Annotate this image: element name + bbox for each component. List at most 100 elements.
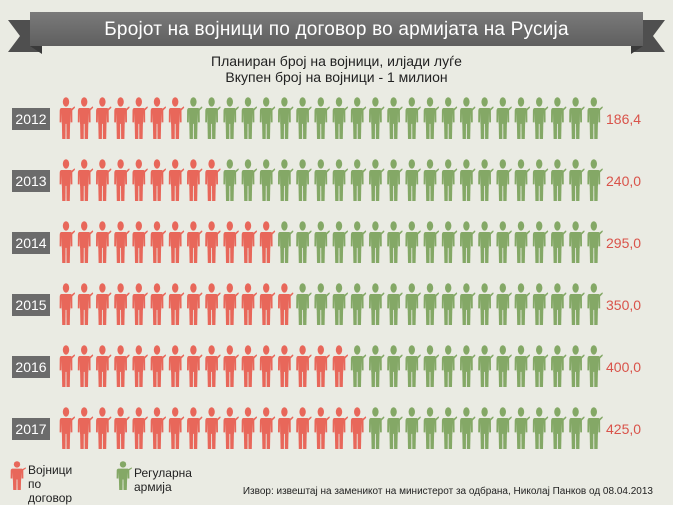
contract-soldier-icon [77, 407, 94, 450]
regular-soldier-icon [478, 221, 494, 264]
regular-soldier-icon [514, 407, 530, 450]
regular-soldier-icon [496, 345, 512, 388]
year-box-2016 [12, 356, 50, 378]
contract-soldier-icon [168, 97, 185, 140]
legend: Војници по договор Регуларна армија [0, 455, 673, 505]
contract-soldier-icon [223, 345, 239, 388]
regular-soldier-icon [296, 283, 312, 326]
contract-soldier-icon [132, 407, 148, 450]
regular-soldier-icon [278, 97, 294, 140]
contract-soldier-icon [205, 283, 221, 326]
regular-soldier-icon [423, 283, 439, 326]
regular-soldier-icon [387, 283, 403, 326]
year-box-2017 [12, 418, 50, 440]
regular-soldier-icon [496, 97, 512, 140]
year-label-2012: 2012 [15, 111, 46, 127]
regular-soldier-icon [223, 159, 239, 202]
regular-soldier-icon [387, 159, 403, 202]
regular-soldier-icon [460, 221, 476, 264]
regular-soldier-icon [478, 97, 494, 140]
regular-soldier-icon [569, 407, 585, 450]
contract-soldier-icon [96, 345, 112, 388]
regular-soldier-icon [460, 283, 476, 326]
chart-subtitle: Планиран број на војници, илјади луѓе Вк… [150, 53, 523, 85]
year-box-2012 [12, 108, 50, 130]
regular-soldier-icon [460, 159, 476, 202]
year-label-2015: 2015 [15, 297, 46, 313]
regular-soldier-icon [369, 345, 385, 388]
contract-soldier-icon [114, 97, 130, 140]
regular-soldier-icon [369, 159, 385, 202]
regular-soldier-icon [278, 221, 294, 264]
contract-soldier-icon [114, 159, 130, 202]
regular-soldier-icon [241, 159, 257, 202]
regular-soldier-icon [259, 97, 276, 140]
contract-soldier-icon [114, 345, 130, 388]
contract-soldier-icon [114, 221, 130, 264]
regular-soldier-icon [532, 283, 549, 326]
regular-soldier-icon [369, 407, 385, 450]
value-label-2015: 350,0 [606, 297, 641, 313]
regular-soldier-icon [387, 407, 403, 450]
regular-soldier-icon [405, 159, 421, 202]
regular-soldier-icon [551, 345, 567, 388]
year-label-2013: 2013 [15, 173, 46, 189]
contract-soldier-icon [187, 283, 203, 326]
year-box-2015 [12, 294, 50, 316]
regular-soldier-icon [187, 97, 203, 140]
contract-soldier-icon [278, 407, 294, 450]
page-title: Бројот на војници по договор во армијата… [104, 19, 569, 40]
contract-soldier-icon [187, 407, 203, 450]
regular-soldier-icon [496, 221, 512, 264]
contract-soldier-icon [296, 345, 312, 388]
contract-soldier-icon [296, 407, 312, 450]
contract-soldier-icon [278, 283, 294, 326]
contract-soldier-icon [223, 221, 239, 264]
regular-soldier-icon [405, 283, 421, 326]
contract-soldier-icon [223, 407, 239, 450]
regular-soldier-icon [423, 221, 439, 264]
contract-soldier-icon [132, 283, 148, 326]
contract-soldier-icon [314, 345, 330, 388]
regular-soldier-icon [551, 159, 567, 202]
regular-soldier-icon [296, 159, 312, 202]
regular-soldier-icon [387, 97, 403, 140]
regular-soldier-icon [478, 159, 494, 202]
contract-soldier-icon [96, 407, 112, 450]
contract-soldier-icon [168, 345, 185, 388]
contract-soldier-icon [205, 407, 221, 450]
regular-soldier-icon [551, 283, 567, 326]
contract-soldier-icon [259, 221, 276, 264]
regular-soldier-icon [350, 97, 367, 140]
contract-soldier-icon [278, 345, 294, 388]
contract-soldier-icon [332, 407, 348, 450]
contract-soldier-icon [96, 221, 112, 264]
regular-soldier-icon [205, 97, 221, 140]
regular-soldier-icon [551, 221, 567, 264]
regular-soldier-icon [314, 221, 330, 264]
regular-soldier-icon [223, 97, 239, 140]
banner-left-fold [30, 46, 42, 54]
contract-soldier-icon [205, 221, 221, 264]
contract-soldier-icon [150, 221, 166, 264]
regular-soldier-icon [387, 345, 403, 388]
regular-soldier-icon [551, 407, 567, 450]
contract-soldier-icon [168, 159, 185, 202]
contract-soldier-icon [259, 345, 276, 388]
contract-soldier-icon [223, 283, 239, 326]
regular-soldier-icon [551, 97, 567, 140]
contract-soldier-icon [132, 345, 148, 388]
contract-soldier-icon [59, 345, 75, 388]
contract-soldier-icon [205, 159, 221, 202]
legend-contract-icon [10, 461, 26, 490]
regular-soldier-icon [441, 345, 458, 388]
contract-soldier-icon [132, 221, 148, 264]
regular-soldier-icon [460, 97, 476, 140]
contract-soldier-icon [241, 283, 257, 326]
contract-soldier-icon [241, 221, 257, 264]
regular-soldier-icon [587, 407, 603, 450]
subtitle-line-2: Вкупен број на војници - 1 милион [225, 69, 448, 85]
regular-soldier-icon [369, 283, 385, 326]
regular-soldier-icon [369, 97, 385, 140]
